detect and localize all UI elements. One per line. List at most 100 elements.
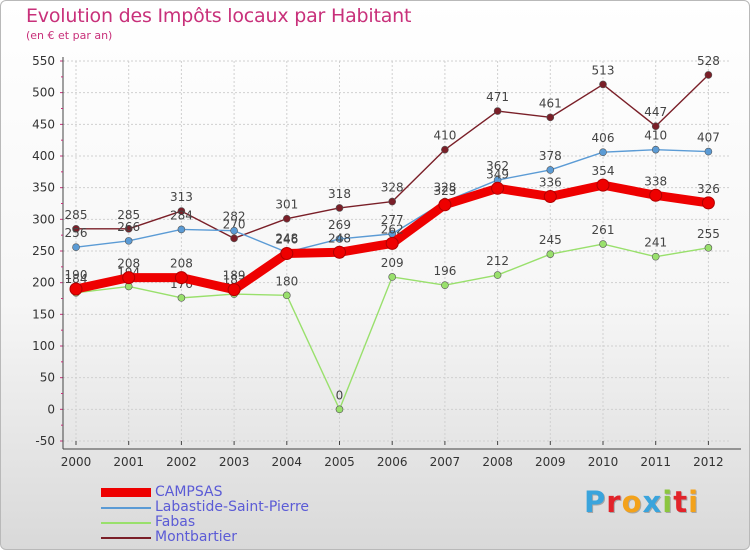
data-point — [388, 273, 397, 281]
y-tick-label: 350 — [32, 181, 55, 195]
y-tick-label: 250 — [32, 244, 55, 258]
y-tick-label: 450 — [32, 117, 55, 131]
data-label: 208 — [170, 257, 193, 271]
data-point — [177, 207, 186, 215]
y-tick-label: 0 — [47, 402, 55, 416]
x-tick-label: 2004 — [272, 455, 303, 469]
data-label: 318 — [328, 187, 351, 201]
legend-item: Fabas — [101, 515, 431, 530]
data-label: 196 — [433, 264, 456, 278]
data-point — [493, 271, 502, 279]
data-label: 301 — [275, 198, 298, 212]
x-tick-label: 2007 — [430, 455, 461, 469]
data-label: 266 — [117, 220, 140, 234]
data-point — [649, 188, 663, 202]
data-point — [651, 145, 660, 154]
x-tick-label: 2008 — [482, 455, 513, 469]
data-point — [72, 243, 80, 251]
y-tick-label: 550 — [32, 54, 55, 68]
data-point — [599, 80, 607, 89]
logo-letter: o — [621, 485, 643, 519]
y-tick-label: 100 — [32, 339, 55, 353]
data-point — [543, 190, 557, 204]
y-tick-label: 150 — [32, 307, 55, 321]
data-label: 246 — [275, 233, 298, 247]
data-point — [230, 226, 238, 235]
data-point — [441, 281, 449, 290]
data-label: 336 — [539, 176, 562, 190]
data-point — [441, 145, 449, 154]
x-tick-label: 2010 — [588, 455, 619, 469]
legend-label: CAMPSAS — [155, 484, 223, 500]
data-label: 184 — [65, 272, 88, 286]
x-tick-label: 2009 — [535, 455, 566, 469]
data-label: 528 — [697, 54, 720, 68]
legend-label: Montbartier — [155, 529, 237, 545]
x-tick-label: 2001 — [113, 455, 144, 469]
data-point — [72, 225, 80, 233]
data-label: 284 — [170, 208, 193, 222]
data-point — [491, 181, 505, 195]
data-label: 277 — [381, 213, 404, 227]
data-point — [546, 166, 555, 174]
y-tick-label: 200 — [32, 276, 55, 290]
data-label: 407 — [697, 131, 720, 145]
chart-title: Evolution des Impôts locaux par Habitant — [26, 5, 412, 27]
data-label: 189 — [223, 269, 246, 283]
data-point — [651, 122, 660, 131]
legend-swatch — [101, 488, 151, 497]
legend-item: Labastide-Saint-Pierre — [101, 500, 431, 515]
data-label: 354 — [592, 164, 615, 178]
data-point — [599, 148, 607, 156]
data-point — [438, 198, 452, 212]
data-point — [122, 271, 136, 285]
data-point — [651, 252, 660, 261]
x-tick-label: 2003 — [219, 455, 250, 469]
y-tick-label: 400 — [32, 149, 55, 163]
data-label: 248 — [275, 231, 298, 245]
data-point — [124, 237, 133, 245]
logo-letter: r — [606, 485, 622, 519]
data-label: 270 — [223, 217, 246, 231]
data-point — [335, 204, 344, 212]
data-point — [177, 225, 186, 234]
data-point — [704, 244, 713, 252]
data-point — [280, 247, 294, 261]
data-label: 285 — [117, 208, 140, 222]
legend-swatch — [101, 521, 151, 524]
data-label: 190 — [65, 268, 88, 282]
data-label: 245 — [539, 233, 562, 247]
logo-letter: i — [662, 485, 674, 519]
data-label: 208 — [117, 257, 140, 271]
logo-letter: i — [688, 485, 700, 519]
logo-letter: P — [584, 485, 607, 519]
data-label: 461 — [539, 96, 562, 110]
x-tick-label: 2002 — [166, 455, 197, 469]
data-point — [599, 240, 607, 248]
data-label: 338 — [644, 174, 667, 188]
grid — [63, 60, 731, 442]
x-tick-label: 2005 — [324, 455, 355, 469]
data-label: 282 — [223, 210, 246, 224]
data-point — [701, 196, 715, 210]
data-label: 447 — [644, 105, 667, 119]
data-label: 262 — [381, 222, 404, 236]
data-point — [704, 71, 713, 79]
data-label: 269 — [328, 218, 351, 232]
data-label: 326 — [697, 182, 720, 196]
data-label: 209 — [381, 256, 404, 270]
data-label: 323 — [433, 184, 456, 198]
data-label: 255 — [697, 227, 720, 241]
data-point — [704, 147, 713, 156]
legend-label: Labastide-Saint-Pierre — [155, 499, 310, 515]
chart-legend: CAMPSAS Labastide-Saint-Pierre Fabas Montba… — [101, 485, 431, 545]
y-tick-label: -50 — [35, 434, 55, 448]
data-point — [388, 197, 397, 206]
data-label: 261 — [592, 223, 615, 237]
data-label: 212 — [486, 254, 509, 268]
x-tick-label: 2006 — [377, 455, 408, 469]
logo-letter: t — [673, 485, 689, 519]
x-tick-label: 2000 — [61, 455, 92, 469]
